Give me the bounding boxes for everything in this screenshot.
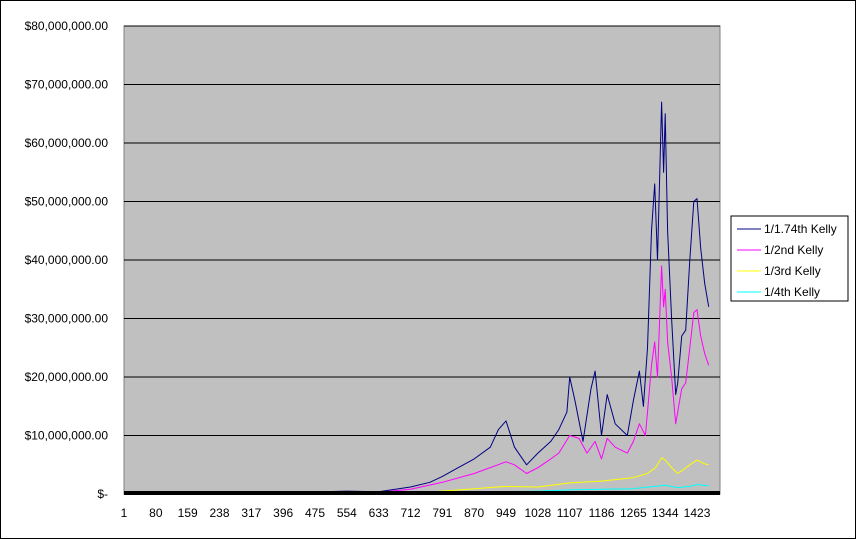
- y-tick-label: $10,000,000.00: [25, 429, 109, 443]
- series-line: [123, 101, 710, 495]
- x-tick-label: 791: [432, 506, 452, 520]
- x-tick-label: 475: [305, 506, 325, 520]
- legend-label: 1/3rd Kelly: [764, 264, 821, 278]
- x-tick-label: 1423: [684, 506, 711, 520]
- x-tick-label: 712: [400, 506, 420, 520]
- x-tick-label: 1028: [525, 506, 552, 520]
- y-tick-label: $70,000,000.00: [25, 78, 109, 92]
- x-tick-label: 159: [178, 506, 198, 520]
- x-tick-label: 80: [149, 506, 163, 520]
- series-line: [123, 265, 710, 495]
- legend: 1/1.74th Kelly 1/2nd Kelly 1/3rd Kelly 1/4t…: [730, 215, 849, 302]
- x-tick-label: 949: [496, 506, 516, 520]
- x-tick-label: 396: [273, 506, 293, 520]
- x-tick-label: 238: [209, 506, 229, 520]
- legend-label: 1/1.74th Kelly: [764, 222, 837, 236]
- legend-label: 1/2nd Kelly: [764, 243, 823, 257]
- gridlines: [124, 25, 720, 436]
- x-tick-label: 1: [121, 506, 128, 520]
- x-tick-label: 1344: [652, 506, 679, 520]
- y-tick-label: $20,000,000.00: [25, 370, 109, 384]
- y-tick-label: $30,000,000.00: [25, 312, 109, 326]
- x-axis-labels: 1 80 159 238 317 396 475 554 633 712 791 870 949 1028…: [121, 506, 711, 520]
- x-tick-label: 633: [369, 506, 389, 520]
- y-tick-label: $60,000,000.00: [25, 136, 109, 150]
- x-axis-baseline: [124, 491, 720, 495]
- y-tick-label: $40,000,000.00: [25, 253, 109, 267]
- y-tick-label: $-: [97, 487, 108, 501]
- y-tick-label: $80,000,000.00: [25, 19, 109, 33]
- x-tick-label: 1107: [557, 506, 583, 520]
- x-tick-label: 1265: [620, 506, 647, 520]
- legend-label: 1/4th Kelly: [764, 285, 820, 299]
- x-tick-label: 554: [337, 506, 357, 520]
- y-tick-label: $50,000,000.00: [25, 195, 109, 209]
- y-axis-labels: $- $10,000,000.00 $20,000,000.00 $30,000,00…: [25, 19, 109, 501]
- x-tick-label: 1186: [589, 506, 615, 520]
- x-tick-label: 317: [241, 506, 261, 520]
- legend-box: [730, 215, 849, 302]
- x-tick-label: 870: [464, 506, 484, 520]
